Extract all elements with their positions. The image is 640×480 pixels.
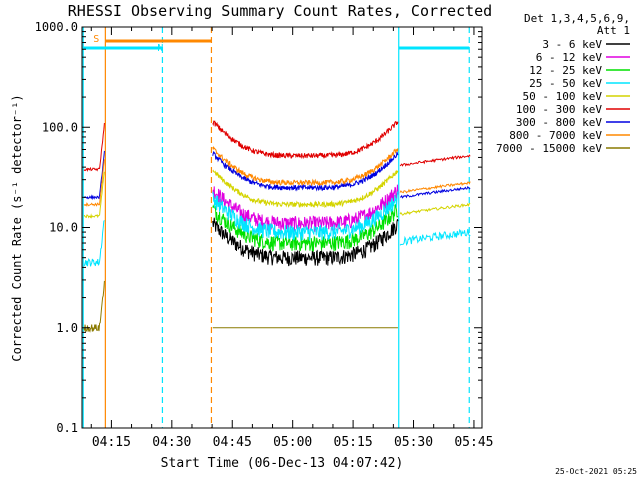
series-12-25keV: [212, 203, 399, 252]
series-pre-line: [83, 171, 105, 219]
legend-entry-label: 3 - 6 keV: [542, 38, 602, 51]
x-tick-label: 04:45: [213, 435, 252, 450]
legend-header: Att 1: [597, 24, 630, 37]
series-post-line: [212, 150, 399, 192]
y-tick-label: 10.0: [49, 221, 78, 235]
series-tail-line: [399, 202, 471, 216]
series-tail-line: [399, 154, 471, 167]
series-3-6keV: [212, 217, 399, 267]
y-tick-label: 100.0: [42, 120, 78, 134]
y-axis-label: Corrected Count Rate (s⁻¹ detector⁻¹): [10, 94, 24, 361]
series-50-100keV: [83, 169, 471, 219]
legend-entry-label: 100 - 300 keV: [516, 103, 602, 116]
legend-entry-label: 800 - 7000 keV: [509, 129, 602, 142]
y-tick-label: 1.0: [56, 321, 78, 335]
series-post-line: [212, 120, 399, 160]
legend-entry-label: 50 - 100 keV: [523, 90, 603, 103]
x-tick-label: 04:15: [92, 435, 131, 450]
x-tick-label: 05:15: [334, 435, 373, 450]
data-layer: SN: [82, 27, 471, 428]
y-tick-label: 1000.0: [35, 20, 78, 34]
chart-title: RHESSI Observing Summary Count Rates, Co…: [68, 2, 492, 20]
annotation-n: N: [157, 43, 163, 54]
x-tick-label: 05:00: [273, 435, 312, 450]
annotation-s: S: [93, 34, 99, 45]
legend-entry-label: 6 - 12 keV: [536, 51, 603, 64]
legend-entry-label: 12 - 25 keV: [529, 64, 602, 77]
x-axis-label: Start Time (06-Dec-13 04:07:42): [161, 456, 404, 471]
series-300-800keV: [83, 150, 471, 201]
y-tick-label: 0.1: [56, 421, 78, 435]
series-post-line: [212, 217, 399, 267]
series-pre-line: [83, 122, 105, 173]
series-tail-line: [399, 228, 471, 246]
series-7000-15000keV: [83, 280, 398, 333]
legend-entry-label: 300 - 800 keV: [516, 116, 602, 129]
series-tail-line: [399, 185, 471, 199]
legend-header: Det 1,3,4,5,6,9,: [524, 12, 630, 25]
series-25-50keV: [83, 191, 471, 267]
series-800-7000keV: [83, 145, 471, 207]
series-pre-line: [83, 280, 105, 333]
series-post-line: [212, 203, 399, 252]
legend-entry-label: 25 - 50 keV: [529, 77, 602, 90]
axes-layer: 0.1 1.0 10.0 100.0 1000.0 04:15 04:30 04:45 05:0…: [35, 20, 494, 450]
series-tail-line: [399, 181, 471, 194]
series-post-line: [212, 169, 399, 209]
series-post-line: [212, 145, 399, 187]
x-tick-label: 05:45: [454, 435, 493, 450]
series-100-300keV: [83, 120, 471, 173]
x-tick-label: 04:30: [152, 435, 191, 450]
legend-entry-label: 7000 - 15000 keV: [496, 142, 602, 155]
series-pre-line: [83, 159, 105, 207]
series-pre-line: [83, 150, 105, 201]
series-post-line: [212, 191, 399, 241]
footer-date: 25-Oct-2021 05:25: [555, 467, 637, 476]
series-pre-line: [83, 220, 105, 267]
x-tick-label: 05:30: [394, 435, 433, 450]
